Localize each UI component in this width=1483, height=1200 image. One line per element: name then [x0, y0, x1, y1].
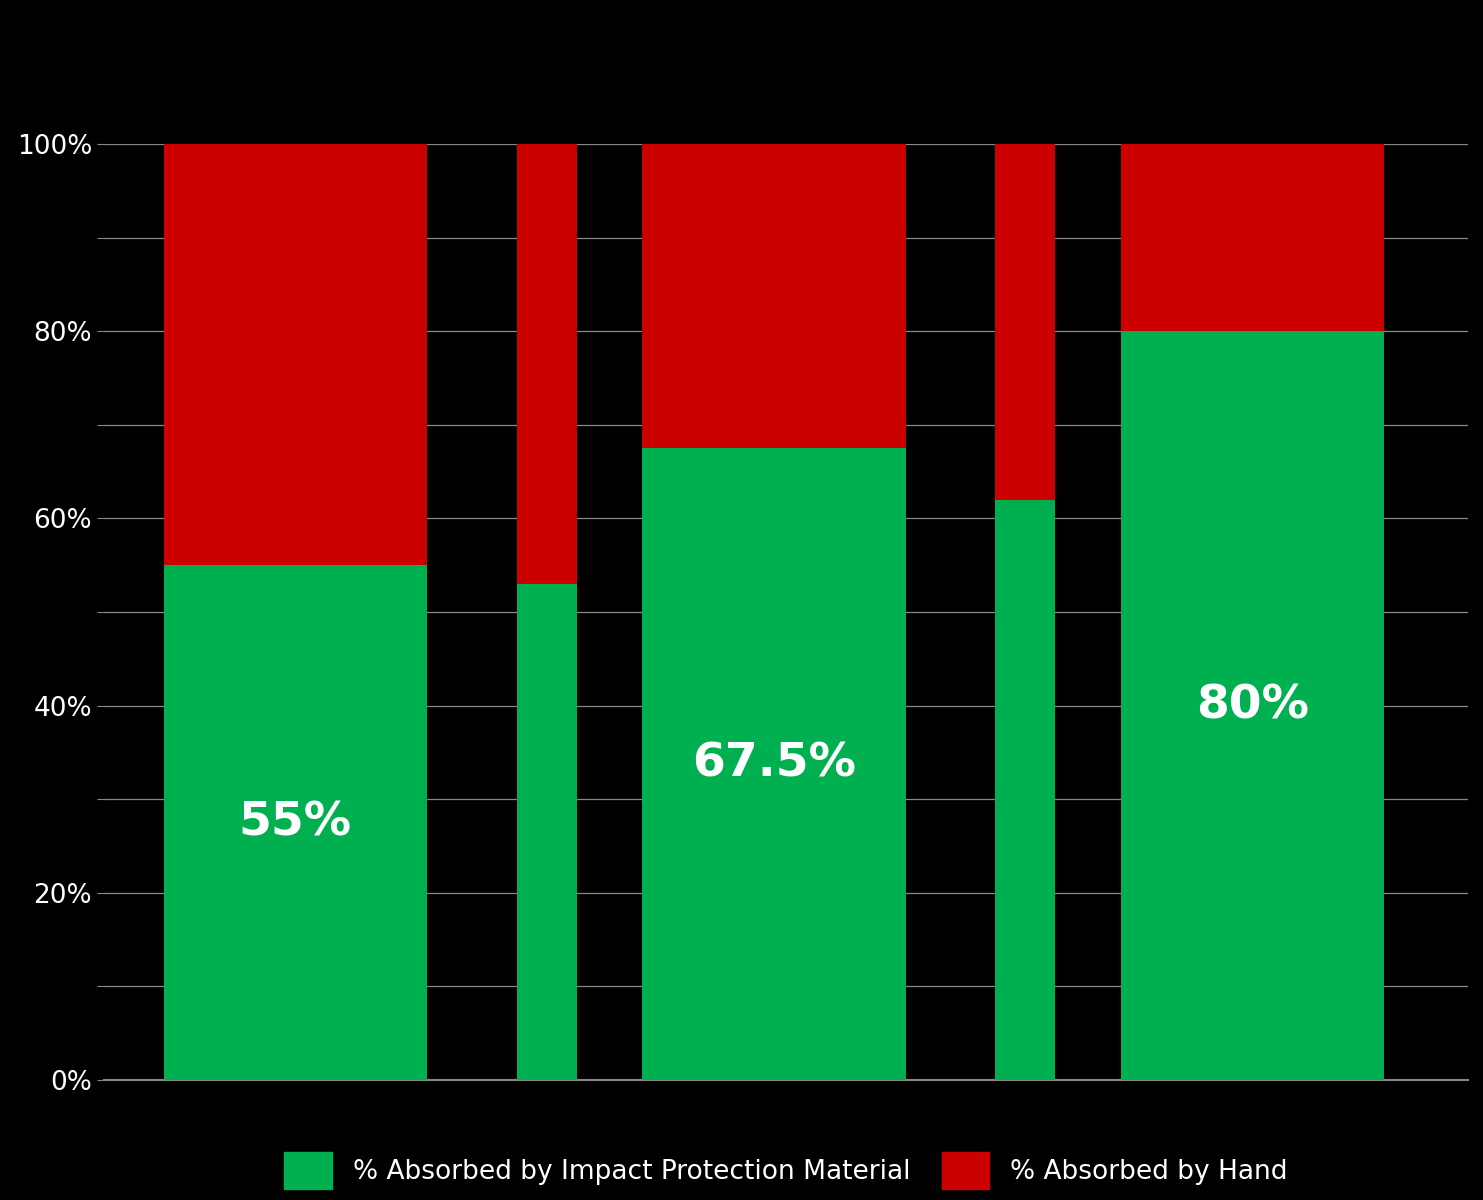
Bar — [516, 584, 577, 1080]
Bar — [642, 144, 906, 448]
Bar — [995, 499, 1056, 1080]
Bar — [516, 144, 577, 584]
Text: 55%: 55% — [239, 800, 351, 845]
Bar — [995, 144, 1056, 499]
Text: 67.5%: 67.5% — [693, 742, 856, 787]
Bar — [163, 144, 427, 565]
Bar — [642, 448, 906, 1080]
Bar — [1121, 331, 1385, 1080]
Bar — [1121, 144, 1385, 331]
Text: 80%: 80% — [1197, 683, 1309, 728]
Legend: % Absorbed by Impact Protection Material, % Absorbed by Hand: % Absorbed by Impact Protection Material… — [271, 1139, 1301, 1200]
Bar — [163, 565, 427, 1080]
